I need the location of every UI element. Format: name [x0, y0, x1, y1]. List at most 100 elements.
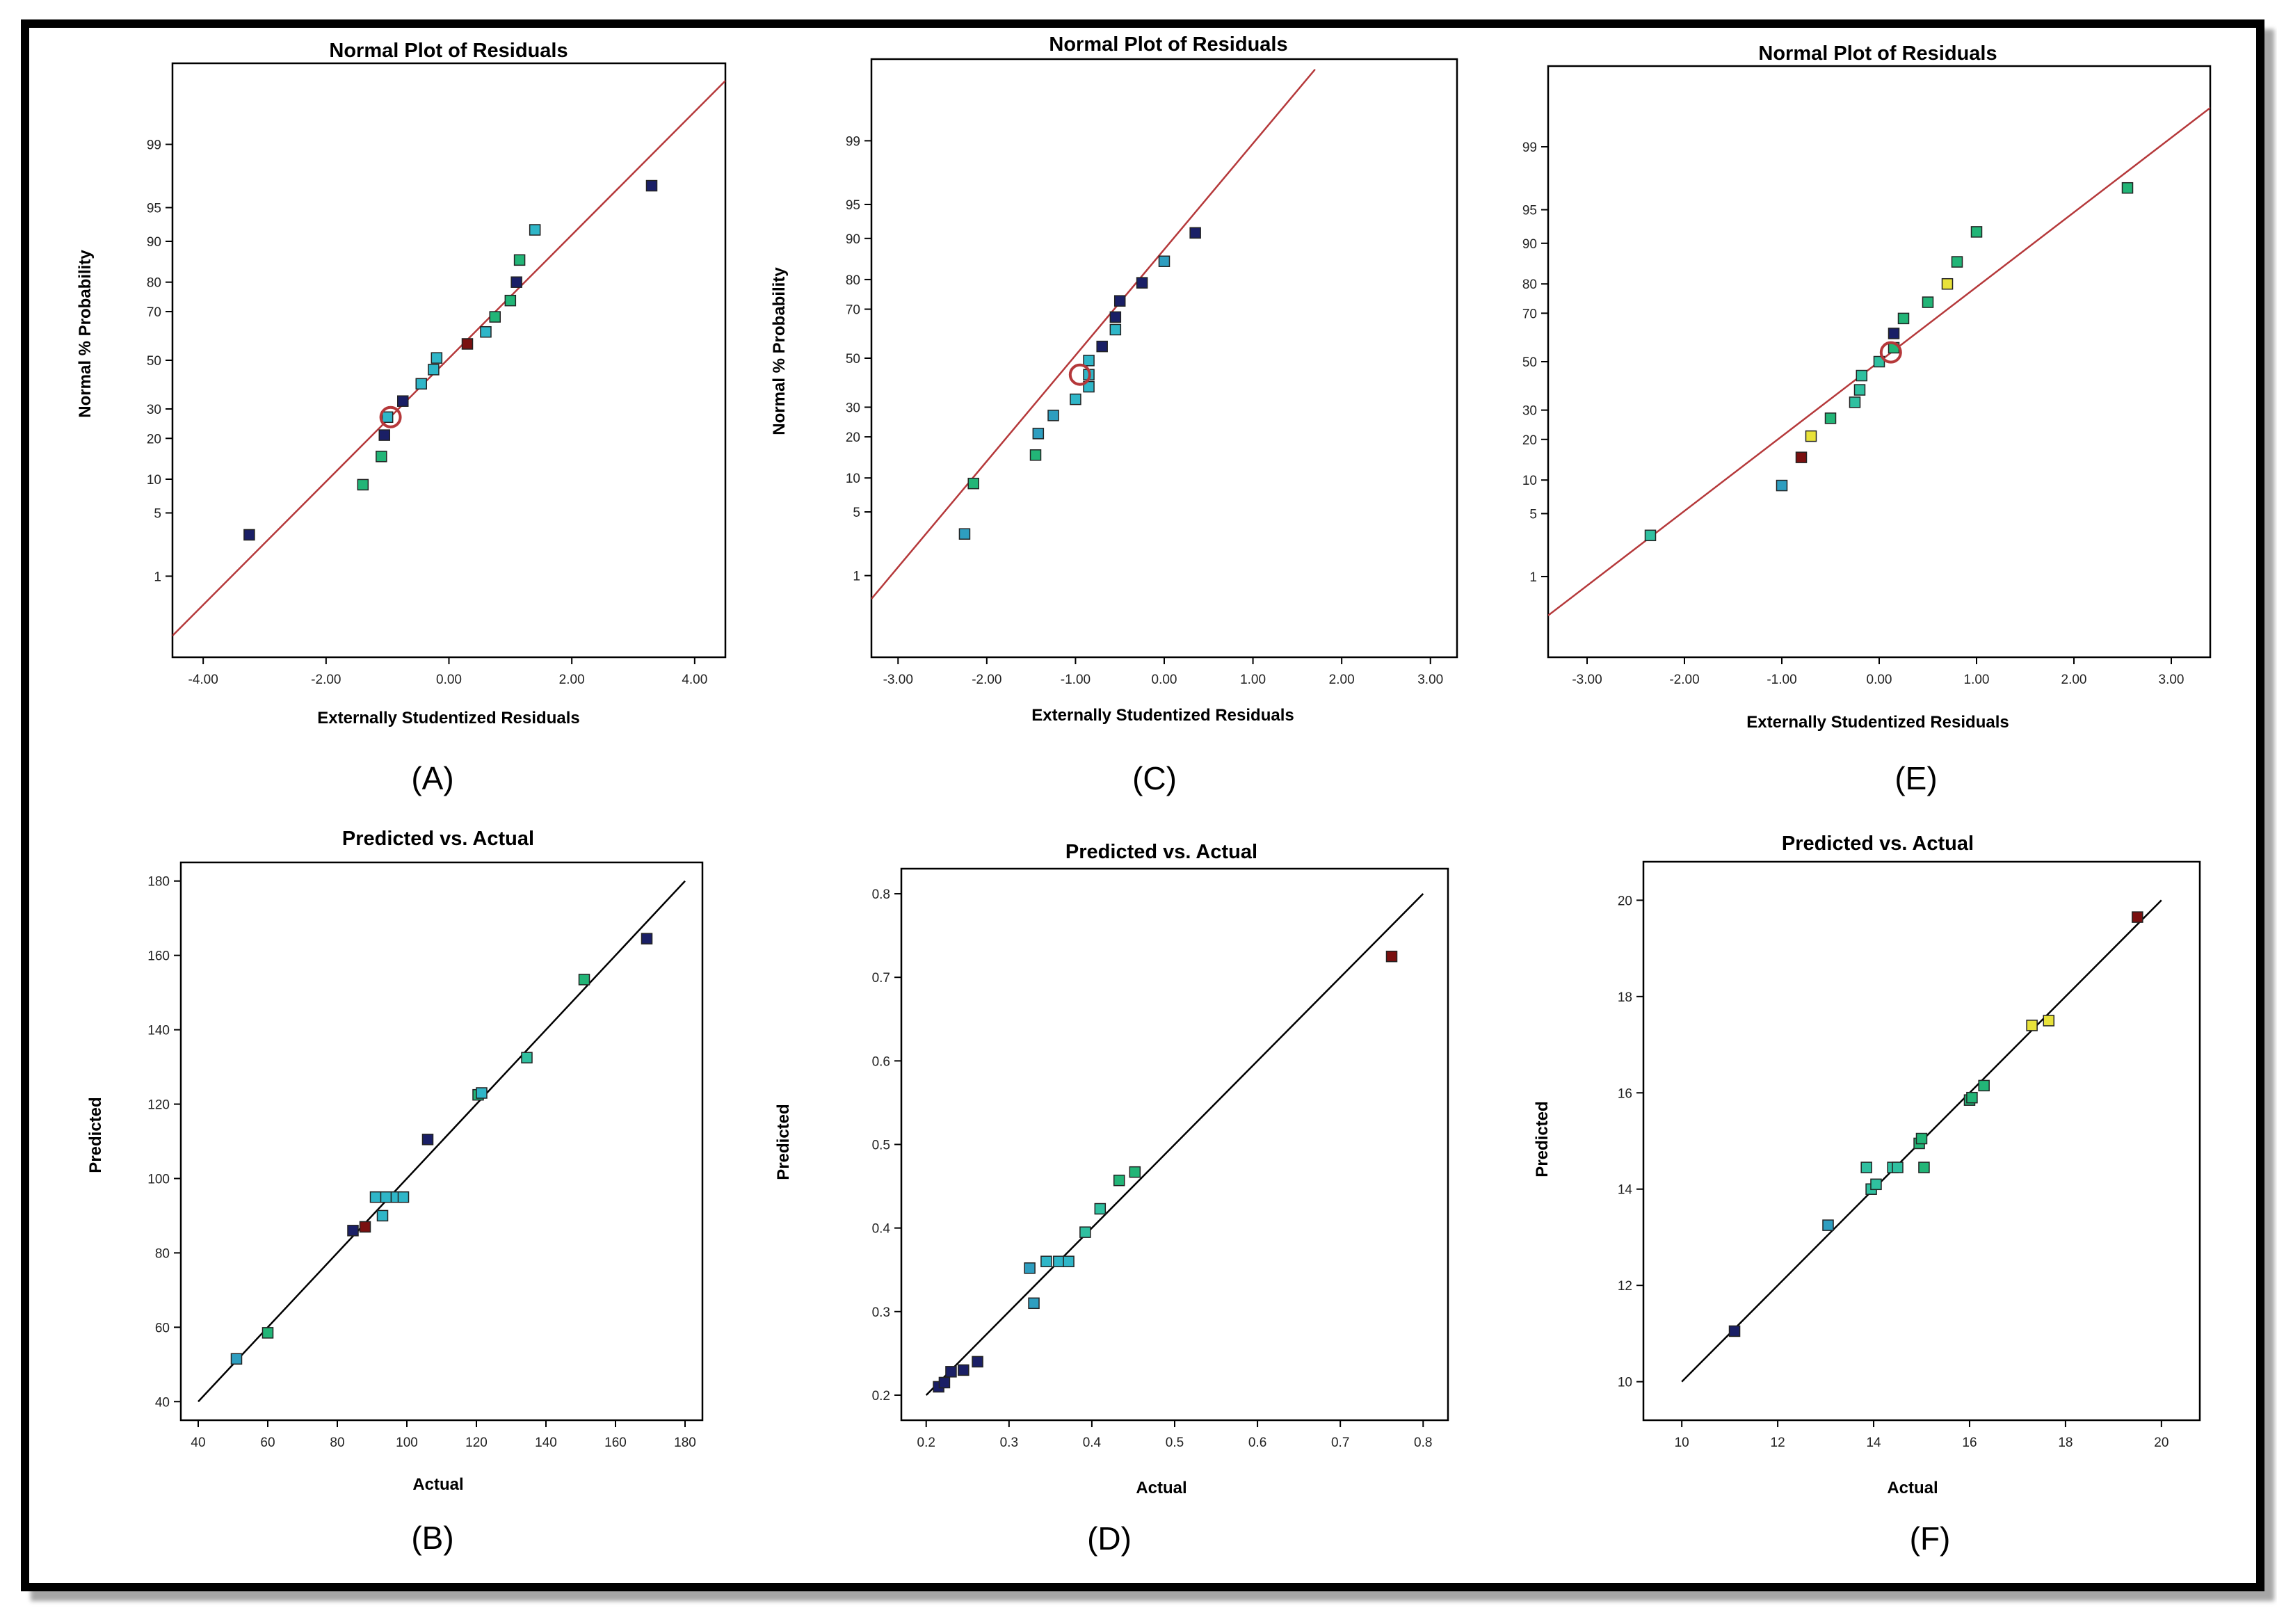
panel-e-x-tick-label: 1.00: [1964, 673, 1990, 687]
panel-b-x-tick-label: 180: [674, 1436, 696, 1450]
panel-c-highlight-ring: [1068, 363, 1091, 386]
panel-b-data-point: [376, 1209, 389, 1222]
panel-e-data-point: [1644, 529, 1657, 542]
panel-c-data-point: [1029, 449, 1042, 461]
panel-a-fit-line: [172, 80, 725, 636]
panel-f-data-point: [1870, 1178, 1882, 1191]
panel-d-data-point: [1040, 1255, 1052, 1267]
panel-a-y-label: Normal % Probability: [76, 250, 95, 418]
panel-b-y-tick-label: 80: [155, 1246, 170, 1261]
panel-a-x-tick-label: -2.00: [311, 673, 341, 687]
panel-a-x-tick-label: -4.00: [188, 673, 218, 687]
panel-c-x-tick-label: 3.00: [1417, 673, 1443, 687]
panel-e-data-point: [1873, 355, 1885, 368]
panel-e-data-point: [1849, 396, 1861, 408]
panel-f-y-tick-label: 12: [1618, 1279, 1632, 1294]
panel-d-x-tick-label: 0.8: [1414, 1436, 1432, 1450]
panel-a-x-tick-label: 4.00: [682, 673, 707, 687]
panel-d-y-tick-label: 0.6: [872, 1054, 890, 1069]
panel-b-data-point: [359, 1221, 371, 1233]
panel-c-y-tick-label: 1: [853, 570, 860, 584]
panel-d-plot: 0.2 0.3 0.4 0.5 0.6 0.7 0.8 0.2 0.3 0.4 0.5 0.6 0.7 0…: [872, 867, 1449, 1450]
panel-d-data-point: [1028, 1297, 1040, 1310]
panel-f-data-point: [1966, 1091, 1978, 1104]
panel-a-data-point: [489, 311, 501, 323]
panel-a-letter: (A): [411, 760, 453, 796]
panel-e-y-tick-label: 1: [1529, 570, 1537, 585]
panel-a-plot: -4.00 -2.00 0.00 2.00 4.00 1 5 10 20 30 50 70 80 90 95…: [147, 62, 727, 687]
panel-e-title: Normal Plot of Residuals: [1758, 42, 1997, 65]
panel-b-y-tick-label: 60: [155, 1321, 170, 1335]
panel-c-data-point: [1136, 277, 1148, 289]
panel-b-x-tick-label: 80: [330, 1436, 344, 1450]
panel-b-data-point: [380, 1191, 392, 1203]
panel-e-x-tick-label: 2.00: [2061, 673, 2087, 687]
panel-b-x-tick-label: 60: [260, 1436, 275, 1450]
panel-d-fit-line: [925, 893, 1424, 1396]
panel-f-y-tick-label: 14: [1618, 1183, 1633, 1198]
panel-b-data-point: [347, 1225, 359, 1237]
panel-d-y-tick-label: 0.2: [872, 1389, 890, 1404]
panel-e-data-point: [2121, 182, 2134, 194]
panel-c-data-point: [1113, 295, 1126, 307]
panel-d-data-point: [972, 1356, 983, 1368]
panel-b-data-point: [476, 1087, 488, 1099]
panel-b-data-point: [230, 1353, 243, 1365]
panel-a: Normal Plot of Residuals Externally Stud…: [76, 40, 727, 796]
panel-a-y-tick-label: 10: [147, 473, 161, 488]
panel-d-x-tick-label: 0.7: [1331, 1436, 1349, 1450]
panel-b-fit-line: [198, 880, 686, 1403]
panel-d-x-tick-label: 0.2: [917, 1436, 935, 1450]
panel-f-y-tick-label: 18: [1618, 990, 1632, 1005]
panel-e-data-point: [1888, 328, 1900, 339]
panel-e-data-point: [1941, 278, 1954, 290]
panel-c-fit-line: [871, 68, 1316, 600]
panel-b-title: Predicted vs. Actual: [342, 828, 534, 850]
panel-c-x-tick-label: -1.00: [1061, 673, 1091, 687]
panel-f-data-point: [1728, 1325, 1741, 1337]
panel-a-data-point: [461, 338, 474, 350]
panel-c-x-tick-label: -2.00: [972, 673, 1001, 687]
panel-e-data-point: [1805, 430, 1817, 442]
panel-a-y-tick-label: 50: [147, 354, 161, 369]
panel-b-plot-frame: [179, 861, 704, 1422]
panel-b-data-point: [578, 974, 590, 986]
panel-a-y-tick-label: 1: [154, 570, 161, 584]
panel-b-plot: 40 60 80 100 120 140 160 180 40 60 80 100 120 140 160 1…: [147, 861, 704, 1450]
panel-c-data-point: [1096, 340, 1108, 353]
panel-a-data-point: [431, 352, 443, 364]
panel-e-y-tick-label: 50: [1522, 355, 1537, 370]
panel-c-x-tick-label: 1.00: [1240, 673, 1266, 687]
panel-a-y-tick-label: 30: [147, 403, 161, 417]
panel-d-x-tick-label: 0.5: [1166, 1436, 1184, 1450]
panel-c-y-label: Normal % Probability: [770, 267, 789, 435]
panel-c-y-tick-label: 70: [846, 303, 860, 318]
panel-d-y-tick-label: 0.8: [872, 887, 890, 902]
panel-a-data-point: [428, 364, 440, 376]
panel-b-x-tick-label: 120: [465, 1436, 488, 1450]
panel-c-y-tick-label: 10: [846, 472, 860, 486]
panel-a-x-tick-label: 2.00: [559, 673, 585, 687]
panel-f-y-label: Predicted: [1533, 1101, 1552, 1177]
panel-c-data-point: [1109, 323, 1122, 336]
panel-e-data-point: [1897, 312, 1910, 325]
panel-a-y-tick-label: 90: [147, 235, 161, 250]
panel-a-data-point: [504, 294, 517, 307]
panel-d: Predicted vs. Actual Actual Predicted (D…: [774, 841, 1449, 1557]
panel-f-x-tick-label: 10: [1675, 1436, 1689, 1450]
panel-a-data-point: [513, 254, 526, 266]
panel-d-y-label: Predicted: [774, 1104, 793, 1180]
panel-c-y-tick-label: 90: [846, 232, 860, 247]
panel-f-data-point: [2026, 1020, 2038, 1031]
panel-b-y-tick-label: 120: [147, 1098, 170, 1113]
panel-c-x-tick-label: 0.00: [1152, 673, 1177, 687]
panel-f-y-tick-label: 20: [1618, 894, 1632, 908]
panel-b-data-point: [521, 1052, 533, 1063]
panel-b-y-label: Predicted: [86, 1097, 105, 1173]
panel-e-data-point: [1970, 226, 1983, 238]
panel-c-data-point: [1189, 227, 1201, 239]
panel-a-title: Normal Plot of Residuals: [329, 40, 568, 62]
panel-c-data-point: [1083, 380, 1095, 393]
panel-f-plot: 10 12 14 16 18 20 10 12 14 16 18 20: [1618, 860, 2201, 1450]
panel-a-data-point: [243, 529, 255, 541]
